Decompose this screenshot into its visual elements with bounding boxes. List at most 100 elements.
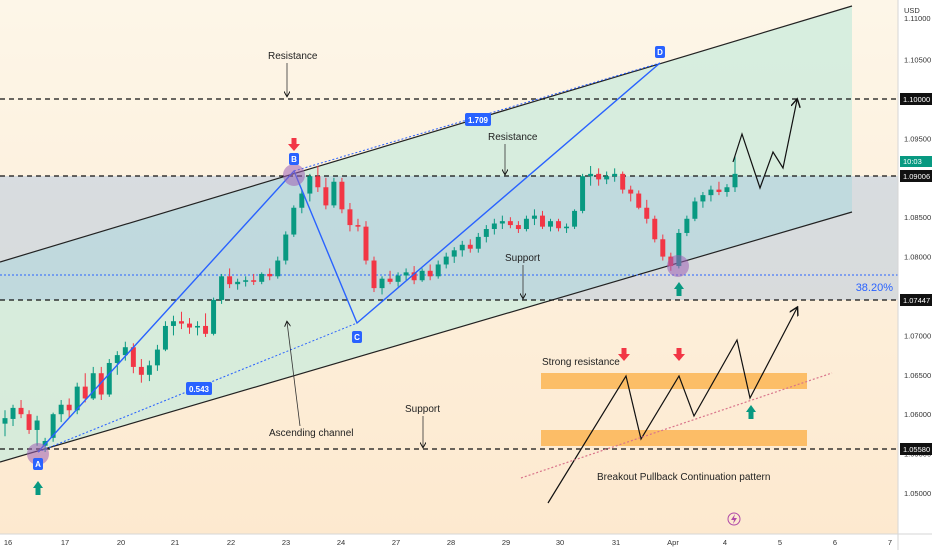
candle-bullish (403, 272, 409, 276)
candle-bearish (66, 404, 72, 411)
candle-bullish (331, 181, 337, 206)
candle-bearish (82, 386, 88, 399)
candle-bullish (259, 273, 265, 282)
candle-bearish (539, 215, 545, 227)
candle-bearish (371, 260, 377, 289)
candle-bullish (700, 195, 706, 202)
candle-bullish (531, 215, 537, 219)
annotation-resistance-top: Resistance (268, 51, 318, 62)
candle-bearish (652, 218, 658, 240)
time-tick-label: 20 (117, 538, 125, 547)
candle-bearish (130, 347, 136, 367)
candle-bullish (548, 221, 553, 227)
current-time-box: 10:03 (900, 156, 932, 167)
candle-bearish (203, 325, 209, 334)
candlestick-series (2, 155, 738, 453)
down-arrow-icon (673, 348, 685, 361)
candle-bearish (315, 176, 321, 188)
candle-bullish (604, 176, 610, 180)
price-tick-label: 1.09500 (904, 134, 931, 143)
candle-bullish (195, 325, 201, 328)
candle-bullish (499, 221, 505, 224)
candle-bullish (307, 176, 313, 194)
candle-bullish (122, 347, 128, 356)
annotation-resistance-mid: Resistance (488, 132, 538, 143)
annotation-strong-resistance: Strong resistance (542, 357, 620, 368)
candle-bullish (235, 281, 241, 285)
point-a-label: A (35, 460, 41, 469)
candle-bearish (363, 226, 369, 261)
time-tick-label: 6 (833, 538, 837, 547)
candle-bearish (26, 414, 32, 430)
candle-bearish (556, 221, 562, 229)
fib-level-label: 38.20% (856, 282, 894, 294)
time-tick-label: 29 (502, 538, 510, 547)
pivot-circle-a (27, 443, 49, 465)
price-label-text-1-09006: 1.09006 (903, 172, 930, 181)
candle-bullish (219, 276, 225, 300)
candle-bullish (243, 280, 249, 282)
candle-bullish (443, 256, 449, 265)
candle-bullish (419, 270, 425, 281)
price-tick-label: 1.07000 (904, 331, 931, 340)
candle-bearish (628, 189, 634, 194)
candle-bullish (291, 207, 297, 235)
candle-bearish (323, 187, 329, 206)
ratio-box-lower: 0.543 (186, 382, 212, 395)
annotation-support-low: Support (405, 404, 440, 415)
up-arrow-icon (33, 481, 43, 495)
price-tick-label: 1.06500 (904, 371, 931, 380)
support-band-lower (541, 430, 807, 446)
candle-bullish (708, 189, 714, 196)
price-label-text-1-07447: 1.07447 (903, 296, 930, 305)
annotation-ascending-channel: Ascending channel (269, 428, 354, 439)
candle-bullish (146, 365, 152, 375)
candle-bullish (10, 407, 16, 419)
candle-bullish (724, 187, 730, 192)
currency-label: USD (904, 6, 920, 15)
pivot-circle-b (283, 164, 305, 186)
candle-bearish (178, 321, 184, 324)
time-tick-label: 23 (282, 538, 290, 547)
price-tick-label: 1.05000 (904, 489, 931, 498)
candle-bullish (211, 299, 217, 334)
candle-bullish (283, 234, 289, 261)
price-label-1-10000: 1.10000 (900, 93, 932, 105)
time-tick-label: Apr (667, 538, 679, 547)
down-arrow-icon (288, 138, 300, 151)
point-b-tag: B (289, 153, 299, 165)
time-tick-label: 22 (227, 538, 235, 547)
price-tick-label: 1.08000 (904, 253, 931, 262)
candle-bearish (347, 209, 353, 226)
price-tick-label: 1.08500 (904, 213, 931, 222)
channel-fill (0, 6, 852, 462)
candle-bullish (50, 414, 56, 438)
candle-bullish (34, 420, 40, 430)
candle-bullish (170, 321, 176, 326)
candle-bearish (387, 278, 393, 282)
time-tick-label: 5 (778, 538, 782, 547)
time-tick-label: 17 (61, 538, 69, 547)
price-tick-label: 1.10500 (904, 56, 931, 65)
candle-bullish (676, 232, 682, 267)
ratio-label-lower: 0.543 (189, 385, 210, 394)
candle-bullish (451, 250, 457, 257)
price-label-text-1-10000: 1.10000 (903, 95, 930, 104)
candle-bearish (427, 270, 433, 277)
candle-bullish (684, 218, 690, 233)
point-d-label: D (657, 48, 663, 57)
candle-bearish (507, 221, 513, 226)
time-tick-label: 27 (392, 538, 400, 547)
time-tick-label: 21 (171, 538, 179, 547)
candle-bearish (467, 244, 473, 249)
sr-zone-band (0, 176, 898, 300)
candle-bullish (395, 275, 401, 282)
point-c-tag: C (352, 331, 362, 343)
candle-bullish (58, 404, 64, 415)
price-tick-top-cut: 1.11000 (904, 14, 931, 23)
candle-bearish (227, 276, 233, 285)
point-c-label: C (354, 333, 360, 342)
lightning-icon (727, 512, 741, 526)
price-label-1-07447: 1.07447 (900, 294, 932, 306)
